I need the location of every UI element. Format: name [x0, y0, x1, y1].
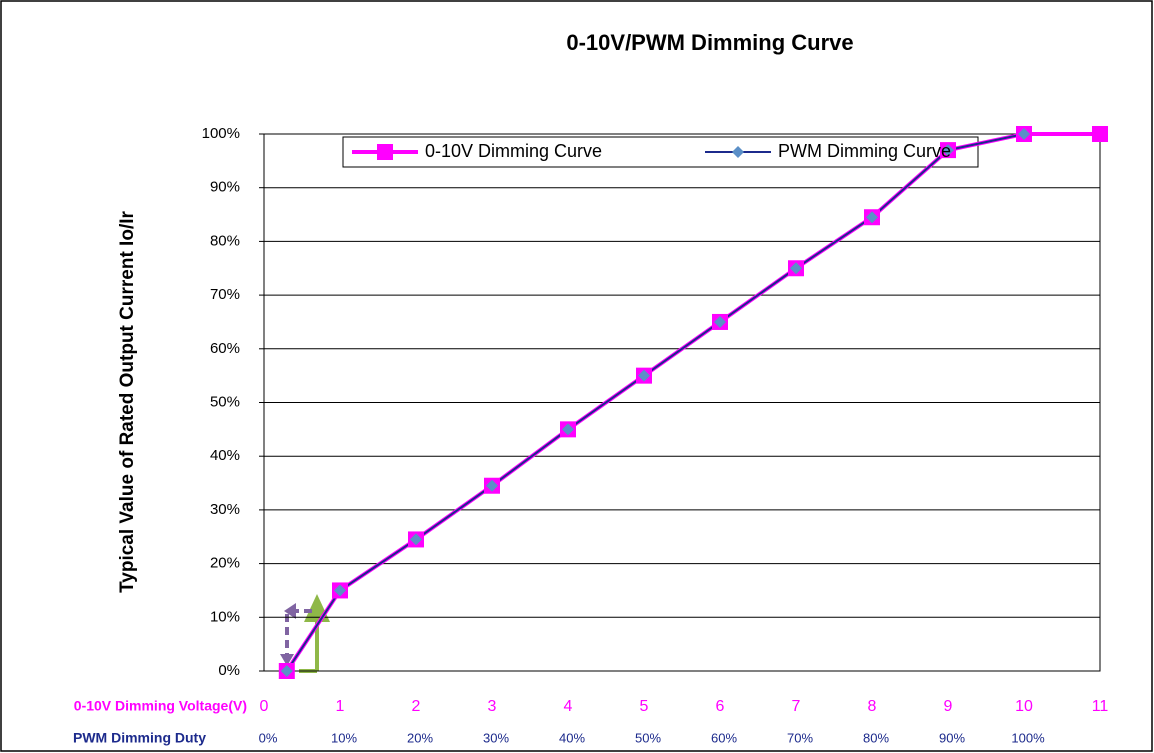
point	[942, 144, 954, 157]
y-axis-label: Typical Value of Rated Output Current Io…	[117, 211, 138, 593]
chart-title: 0-10V/PWM Dimming Curve	[566, 30, 853, 55]
y-tick-label: 80%	[210, 232, 240, 249]
point	[334, 584, 346, 597]
x-tick-label: 3	[488, 698, 497, 715]
x-tick-label: 6	[716, 698, 725, 715]
y-tick-label: 60%	[210, 340, 240, 357]
plot-border	[263, 133, 1101, 672]
x-tick-label: 8	[868, 698, 877, 715]
x-tick-label: 4	[564, 698, 573, 715]
x-tick-label: 7	[792, 698, 801, 715]
y-tick-label: 90%	[210, 179, 240, 196]
x2-tick-label: 90%	[939, 730, 965, 745]
point	[638, 369, 650, 382]
y-tick-label: 100%	[202, 125, 240, 142]
point	[790, 262, 802, 275]
x2-tick-label: 20%	[407, 730, 433, 745]
x-axis-label: 0-10V Dimming Voltage(V)	[74, 698, 247, 714]
x-tick-label: 5	[640, 698, 649, 715]
point	[486, 479, 498, 492]
x2-tick-label: 60%	[711, 730, 737, 745]
point	[1018, 128, 1030, 140]
x2-tick-label: 10%	[331, 730, 357, 745]
x-tick-label: 10	[1015, 698, 1033, 715]
point	[866, 211, 878, 224]
y-tick-label: 10%	[210, 608, 240, 625]
legend-box	[342, 136, 979, 168]
x2-tick-label: 30%	[483, 730, 509, 745]
x2-tick-label: 70%	[787, 730, 813, 745]
point	[714, 315, 726, 328]
x-tick-label: 11	[1092, 698, 1109, 715]
y-tick-label: 0%	[218, 662, 240, 679]
point	[280, 665, 293, 677]
point	[562, 423, 574, 436]
point	[1092, 126, 1108, 142]
point	[410, 533, 422, 546]
x2-tick-label: 80%	[863, 730, 889, 745]
y-tick-label: 30%	[210, 501, 240, 518]
x-tick-label: 1	[336, 698, 345, 715]
y-tick-label: 20%	[210, 555, 240, 572]
x-tick-label: 9	[944, 698, 953, 715]
legend-label: 0-10V Dimming Curve	[425, 141, 602, 161]
x2-tick-label: 50%	[635, 730, 661, 745]
y-tick-label: 50%	[210, 393, 240, 410]
x-tick-label: 0	[260, 698, 269, 715]
legend-label: PWM Dimming Curve	[778, 141, 951, 161]
x2-axis-label: PWM Dimming Duty	[73, 730, 206, 746]
x-tick-label: 2	[412, 698, 421, 715]
y-tick-label: 40%	[210, 447, 240, 464]
legend-marker	[377, 144, 393, 160]
x2-tick-label: 40%	[559, 730, 585, 745]
x2-tick-label: 100%	[1011, 730, 1045, 745]
legend-marker	[732, 146, 744, 158]
x2-tick-label: 0%	[259, 730, 278, 745]
y-tick-label: 70%	[210, 286, 240, 303]
